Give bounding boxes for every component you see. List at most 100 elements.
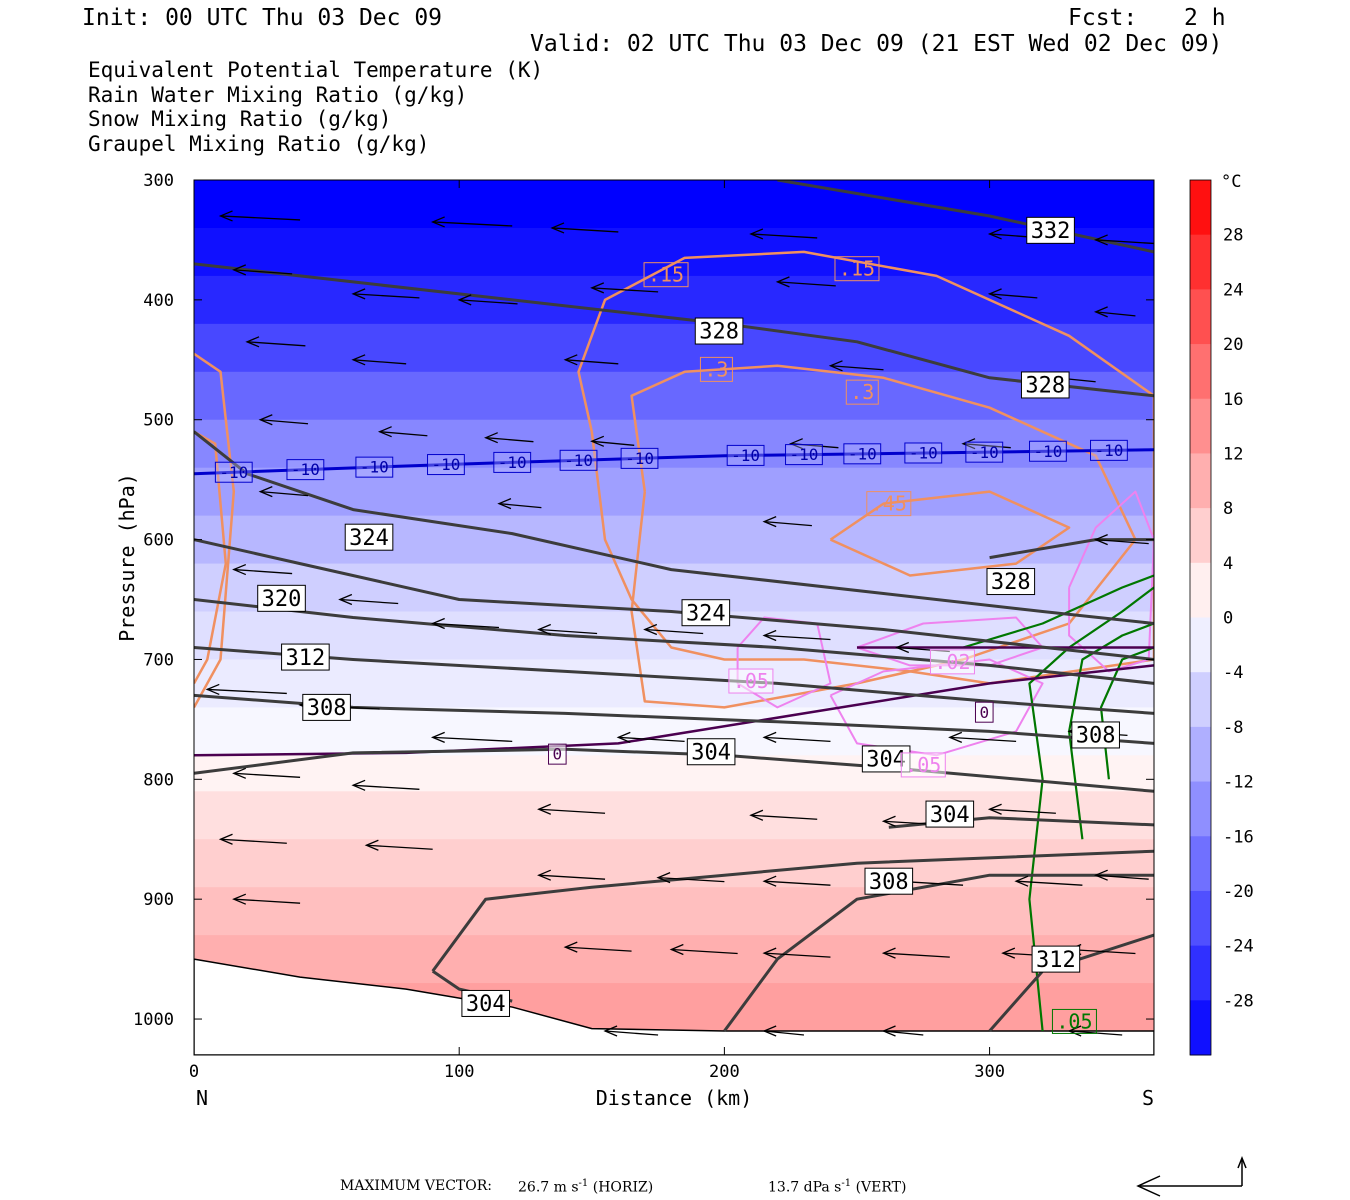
wind-vector-shaft	[764, 634, 831, 641]
colorbar-swatch	[1190, 180, 1211, 236]
wind-vector-head	[430, 617, 445, 630]
horiz-exponent: -1	[578, 1178, 589, 1189]
wind-vector-head	[351, 779, 366, 791]
contour-label-text: 324	[349, 526, 389, 551]
wind-vector-head	[590, 282, 605, 294]
temperature-band	[194, 791, 1154, 840]
wind-vector-shaft	[764, 520, 812, 527]
wind-vector-shaft	[220, 838, 287, 844]
temperature-band	[194, 323, 1154, 373]
wind-vector	[1093, 306, 1136, 318]
wind-vector-head	[1067, 1025, 1082, 1037]
y-tick-label: 800	[143, 770, 174, 790]
contour-label-text: 308	[307, 696, 347, 721]
colorbar-swatch	[1190, 781, 1211, 837]
contour-label-theta: 308	[1071, 721, 1120, 749]
wind-vector-head	[497, 498, 512, 510]
contour-label-text: 304	[866, 748, 906, 773]
wind-vector-shaft	[591, 287, 659, 293]
contour-label-box	[900, 752, 946, 778]
wind-vector-head	[484, 432, 498, 444]
wind-vector	[537, 623, 598, 636]
temperature-band	[194, 935, 1154, 984]
wind-vector-head	[762, 875, 777, 887]
colorbar: 28 24 20 16 12 8 4 0 -4 -8 -12 -16 -20 -24 -28 °C	[1189, 172, 1254, 1056]
wind-vector	[563, 941, 632, 953]
contour-label-box	[1090, 439, 1128, 461]
wind-vector	[563, 354, 619, 366]
contour-label-theta: 312	[1031, 945, 1081, 973]
reference-vector-icon	[1136, 1155, 1247, 1197]
contour-label-box	[493, 451, 532, 473]
contour-label-graupel: .05	[728, 668, 774, 694]
south-label: S	[1142, 1086, 1154, 1110]
wind-vector-head	[762, 947, 777, 959]
wind-vector-shaft	[764, 952, 831, 958]
wind-vector-head	[762, 731, 777, 743]
wind-vector-shaft	[777, 281, 836, 287]
wind-vector-head	[563, 354, 578, 366]
terrain	[194, 958, 1154, 1055]
wind-vector	[430, 731, 513, 743]
contour-label-box	[1031, 945, 1081, 973]
vert-value: 13.7	[768, 1179, 800, 1196]
legend-snow: Snow Mixing Ratio (g/kg)	[88, 107, 392, 131]
contour-label-box	[726, 444, 765, 466]
wind-vector-head	[788, 438, 803, 450]
minus10-label: -10	[843, 443, 882, 465]
forecast-label: Fcst:	[1068, 5, 1138, 31]
contour-label-text: -10	[498, 453, 527, 472]
colorbar-tick-label: 8	[1223, 499, 1233, 519]
minus10-label: -10	[214, 461, 253, 483]
theta-e-contour	[194, 598, 1154, 685]
wind-vector	[881, 947, 950, 959]
wind-vector-head	[987, 803, 1002, 815]
wind-vector	[457, 294, 518, 306]
wind-vector-shaft	[1095, 874, 1149, 880]
wind-vector-head	[364, 839, 379, 851]
contour-label-text: .02	[934, 650, 970, 674]
x-tick-label: 100	[444, 1062, 475, 1082]
minus10-label: -10	[559, 449, 598, 471]
contour-label-box	[904, 442, 943, 464]
colorbar-swatch	[1190, 1000, 1211, 1056]
wind-vector-head	[749, 228, 764, 240]
plot-frame	[193, 179, 1155, 1056]
wind-vector-shaft	[432, 622, 500, 629]
contour-label-text: -10	[360, 458, 389, 477]
wind-vector-shaft	[883, 952, 950, 958]
contour-label-box	[681, 599, 731, 627]
contour-label-box	[974, 701, 994, 723]
wind-vector-shaft	[671, 948, 738, 955]
vert-tag: (VERT)	[855, 1179, 907, 1196]
wind-vector-head	[457, 294, 472, 306]
colorbar-tick-label: 20	[1223, 335, 1243, 355]
graupel-contour	[1068, 490, 1154, 673]
contour-label-zero: 0	[548, 743, 567, 765]
contour-label-zero: 0	[974, 701, 994, 723]
x-tick-label: 0	[189, 1062, 199, 1082]
contour-label-box	[965, 441, 1004, 463]
forecast-hours: 2 h	[1184, 5, 1226, 31]
colorbar-tick-label: -20	[1223, 882, 1254, 902]
wind-vector-head	[762, 516, 777, 528]
colorbar-swatch	[1190, 289, 1211, 345]
wind-vector	[351, 288, 420, 300]
contour-label-text: -10	[789, 445, 818, 464]
minus10-label: -10	[785, 444, 823, 466]
contour-label-box	[620, 447, 659, 469]
contour-label-text: -10	[731, 446, 760, 465]
wind-vector-shaft	[485, 437, 534, 443]
theta-e-contour	[194, 538, 1154, 661]
minus10-label: -10	[904, 442, 943, 464]
wind-vector	[1014, 875, 1083, 887]
wind-vector-head	[961, 438, 976, 450]
wind-vector-shaft	[260, 490, 309, 497]
wind-vector-shaft	[658, 876, 725, 883]
wind-vector-shaft	[538, 628, 598, 635]
contour-label-text: .05	[1056, 1009, 1092, 1033]
wind-vector	[205, 683, 287, 696]
horiz-value: 26.7	[518, 1179, 550, 1196]
contour-label-text: 328	[991, 570, 1031, 595]
wind-vector-shaft	[353, 784, 420, 790]
